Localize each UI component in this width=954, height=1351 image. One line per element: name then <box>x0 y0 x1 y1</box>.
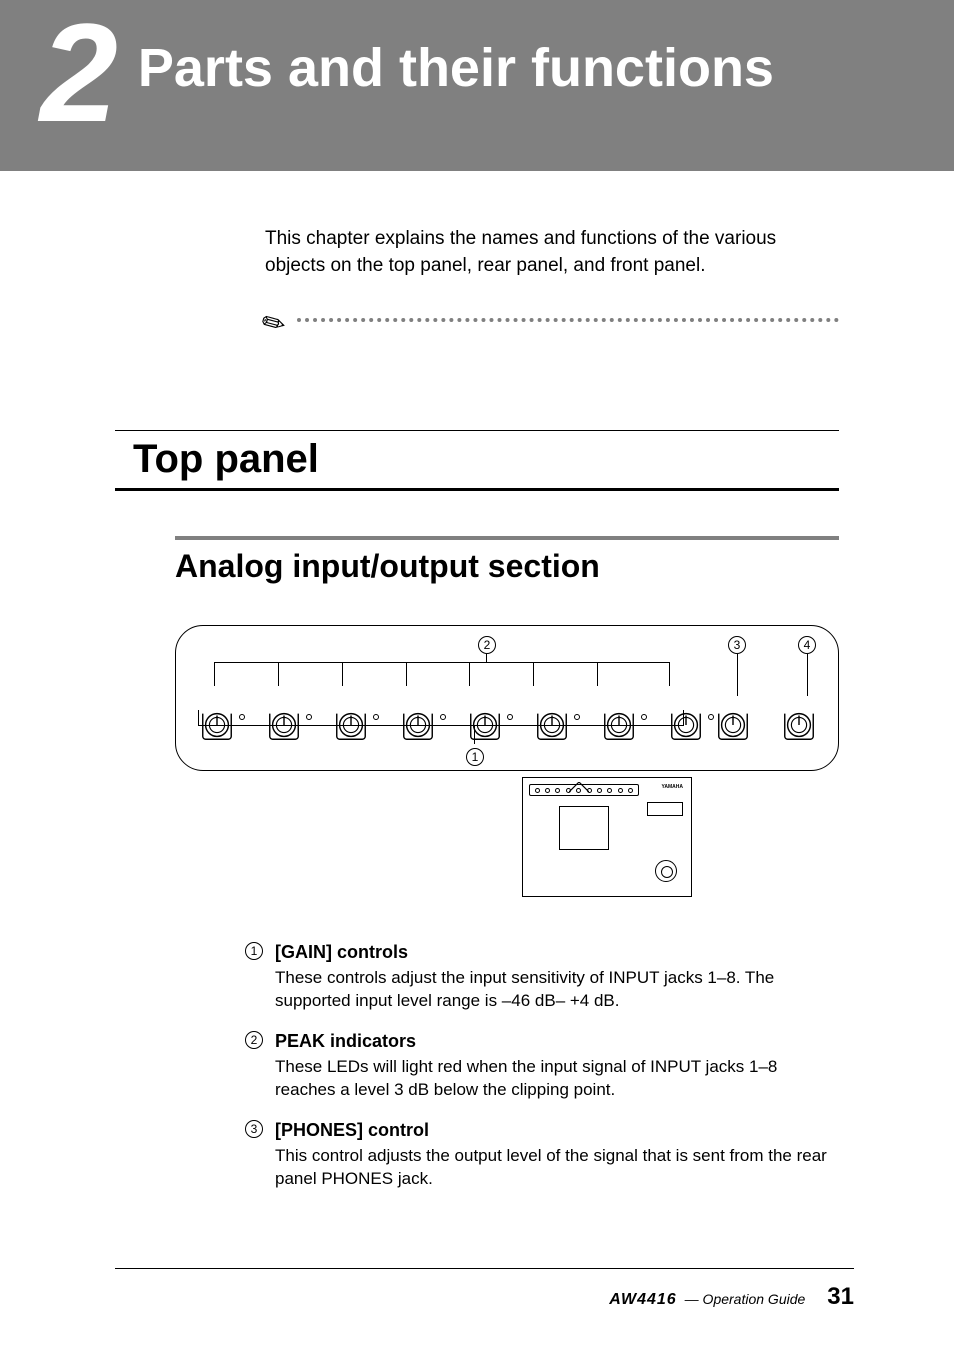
knob-icon <box>780 706 818 744</box>
description-heading: PEAK indicators <box>275 1031 839 1052</box>
knob-unit <box>780 706 818 744</box>
callout-label-1: 1 <box>466 748 484 766</box>
divider <box>115 1268 854 1269</box>
diagram-panel: 2 3 4 <box>175 625 839 771</box>
description-body: These controls adjust the input sensitiv… <box>275 967 839 1013</box>
section-heading-block: Top panel <box>115 430 839 491</box>
footer-model: AW4416 <box>609 1291 676 1309</box>
locator-knob-row <box>529 784 639 796</box>
brand-label: YAMAHA <box>662 784 683 790</box>
bracket-ticks <box>214 662 670 686</box>
description-body: This control adjusts the output level of… <box>275 1145 839 1191</box>
locator-screen2-icon <box>647 802 683 816</box>
knob-icon <box>714 706 752 744</box>
bracket-bottom <box>198 710 684 726</box>
description-number: 2 <box>245 1031 263 1102</box>
locator-jog-icon <box>655 860 677 882</box>
description-number: 1 <box>245 942 263 1013</box>
callout-label-2: 2 <box>478 636 496 654</box>
divider <box>175 536 839 540</box>
callout-label-4: 4 <box>798 636 816 654</box>
chapter-header: 2 Parts and their func­tions <box>0 0 954 171</box>
callout-label-3: 3 <box>728 636 746 654</box>
description-item: 1 [GAIN] controls These controls adjust … <box>245 942 839 1013</box>
callout-line <box>474 726 475 744</box>
subsection-title: Analog input/output section <box>175 548 839 585</box>
section-title: Top panel <box>115 431 839 488</box>
page-number: 31 <box>827 1283 854 1311</box>
intro-section: This chapter explains the names and func… <box>0 171 954 289</box>
callout-line <box>486 654 487 662</box>
chapter-title: Parts and their func­tions <box>138 40 774 97</box>
description-number: 3 <box>245 1120 263 1191</box>
description-heading: [GAIN] controls <box>275 942 839 963</box>
note-divider: ✎ <box>0 289 954 350</box>
locator-diagram-wrap: YAMAHA <box>375 777 839 897</box>
callout-line <box>807 654 808 696</box>
pen-icon: ✎ <box>255 304 292 344</box>
knob-unit <box>714 706 752 744</box>
divider <box>115 488 839 491</box>
description-body: These LEDs will light red when the input… <box>275 1056 839 1102</box>
intro-text: This chapter explains the names and func… <box>265 226 839 279</box>
description-heading: [PHONES] control <box>275 1120 839 1141</box>
footer-guide: — Operation Guide <box>685 1291 806 1307</box>
description-item: 3 [PHONES] control This control adjusts … <box>245 1120 839 1191</box>
page-footer: AW4416 — Operation Guide 31 <box>115 1268 854 1311</box>
description-list: 1 [GAIN] controls These controls adjust … <box>245 942 839 1191</box>
diagram-container: 2 3 4 <box>175 625 839 897</box>
description-item: 2 PEAK indicators These LEDs will light … <box>245 1031 839 1102</box>
knob-group-right <box>714 706 818 744</box>
device-locator-icon: YAMAHA <box>522 777 692 897</box>
subsection-heading-block: Analog input/output section <box>175 536 839 585</box>
locator-screen-icon <box>559 806 609 850</box>
chapter-number: 2 <box>40 10 118 136</box>
dots-line <box>297 318 839 322</box>
callout-line <box>737 654 738 696</box>
